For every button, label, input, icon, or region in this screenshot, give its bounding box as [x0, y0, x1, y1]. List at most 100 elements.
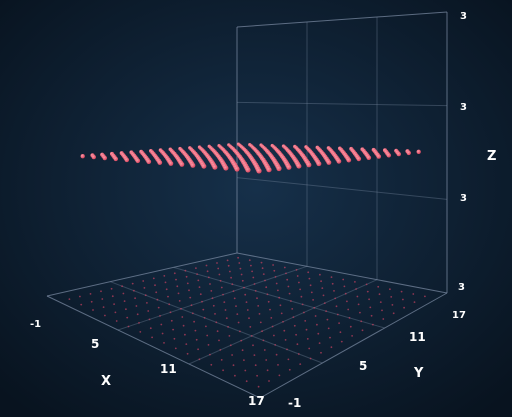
- data-point: [356, 156, 362, 162]
- floor-shadow-point: [244, 369, 247, 372]
- floor-shadow-point: [291, 308, 294, 310]
- scatter-points: [80, 142, 421, 174]
- data-point: [135, 158, 141, 164]
- floor-shadow-point: [287, 358, 290, 361]
- floor-shadow-point: [157, 306, 160, 309]
- floor-shadow-point: [355, 288, 357, 290]
- data-point: [256, 168, 262, 174]
- floor-shadow-point: [155, 291, 158, 294]
- floor-shadow-point: [286, 348, 288, 351]
- floor-shadow-point: [250, 335, 253, 337]
- data-point: [276, 165, 282, 172]
- floor-shadow-point: [250, 264, 252, 267]
- floor-shadow-point: [379, 301, 382, 303]
- floor-shadow-point: [142, 280, 145, 282]
- floor-shadow-point: [279, 304, 282, 307]
- y-tick-label: 11: [409, 330, 426, 344]
- floor-shadow-point: [170, 319, 173, 322]
- floor-shadow-point: [303, 311, 305, 314]
- data-point: [306, 162, 312, 168]
- floor-shadow-point: [265, 286, 268, 289]
- floor-shadow-point: [305, 328, 308, 331]
- wall-gridline: [236, 101, 448, 107]
- floor-shadow-point: [390, 296, 393, 298]
- floor-shadow-point: [220, 286, 223, 289]
- floor-shadow-point: [160, 323, 163, 326]
- floor-shadow-point: [263, 349, 266, 351]
- floor-shadow-point: [104, 314, 106, 317]
- z-axis-title: Z: [487, 149, 496, 164]
- floor-shadow-point: [347, 308, 350, 311]
- floor-shadow-point: [372, 323, 374, 326]
- floor-shadow-point: [403, 306, 405, 309]
- floor-shadow-point: [134, 297, 137, 300]
- floor-projection: [68, 256, 426, 388]
- floor-shadow-point: [271, 325, 274, 328]
- floor-shadow-point: [253, 354, 256, 356]
- floor-shadow-point: [344, 292, 347, 295]
- floor-shadow-point: [147, 310, 150, 312]
- floor-shadow-point: [241, 279, 244, 282]
- floor-shadow-point: [258, 313, 261, 315]
- floor-shadow-point: [216, 262, 218, 264]
- wall-gridline: [236, 177, 448, 200]
- floor-shadow-point: [218, 339, 220, 342]
- floor-shadow-point: [274, 344, 277, 346]
- floor-edge: [236, 252, 448, 294]
- floor-shadow-point: [186, 352, 189, 355]
- y-tick-label: 17: [452, 310, 466, 321]
- floor-shadow-point: [222, 293, 224, 296]
- floor-shadow-point: [424, 295, 426, 298]
- floor-shadow-point: [285, 272, 287, 275]
- floor-shadow-point: [400, 290, 403, 293]
- floor-shadow-point: [164, 281, 167, 284]
- data-point: [168, 161, 174, 166]
- floor-shadow-point: [277, 364, 279, 366]
- floor-shadow-point: [223, 301, 226, 303]
- floor-shadow-point: [224, 309, 227, 311]
- data-point: [416, 149, 421, 154]
- floor-shadow-point: [149, 327, 152, 330]
- floor-shadow-point: [297, 353, 300, 355]
- floor-shadow-point: [320, 351, 322, 354]
- floor-shadow-point: [318, 342, 321, 344]
- floor-shadow-point: [233, 297, 236, 300]
- floor-shadow-point: [288, 292, 291, 295]
- floor-shadow-point: [307, 271, 310, 274]
- floor-shadow-point: [301, 303, 304, 306]
- floor-shadow-point: [370, 314, 373, 317]
- floor-shadow-point: [365, 283, 368, 286]
- floor-shadow-point: [80, 303, 83, 306]
- floor-shadow-point: [177, 292, 180, 295]
- floor-shadow-point: [252, 344, 254, 347]
- data-point: [190, 162, 196, 168]
- floor-shadow-point: [226, 259, 229, 262]
- floor-shadow-point: [278, 296, 281, 299]
- floor-shadow-point: [131, 282, 134, 285]
- floor-shadow-point: [333, 290, 335, 292]
- floor-shadow-point: [189, 296, 192, 299]
- data-point: [376, 154, 382, 159]
- data-point: [91, 154, 96, 160]
- floor-shadow-point: [163, 342, 165, 344]
- floor-shadow-point: [330, 346, 333, 349]
- floor-shadow-point: [238, 262, 241, 264]
- floor-shadow-point: [335, 305, 338, 308]
- data-point: [113, 156, 119, 162]
- floor-shadow-point: [273, 334, 275, 337]
- data-point: [212, 164, 218, 170]
- floor-shadow-point: [193, 320, 196, 323]
- floor-shadow-point: [154, 284, 156, 287]
- floor-shadow-point: [169, 311, 172, 314]
- floor-shadow-point: [168, 303, 171, 306]
- floor-shadow-point: [269, 308, 271, 311]
- floor-shadow-point: [92, 309, 94, 311]
- floor-shadow-point: [207, 276, 210, 279]
- floor-shadow-point: [287, 285, 290, 288]
- floor-edge: [46, 252, 238, 297]
- floor-shadow-point: [283, 329, 286, 332]
- floor-shadow-point: [123, 300, 126, 302]
- floor-shadow-point: [202, 308, 205, 311]
- floor-shadow-point: [392, 312, 395, 315]
